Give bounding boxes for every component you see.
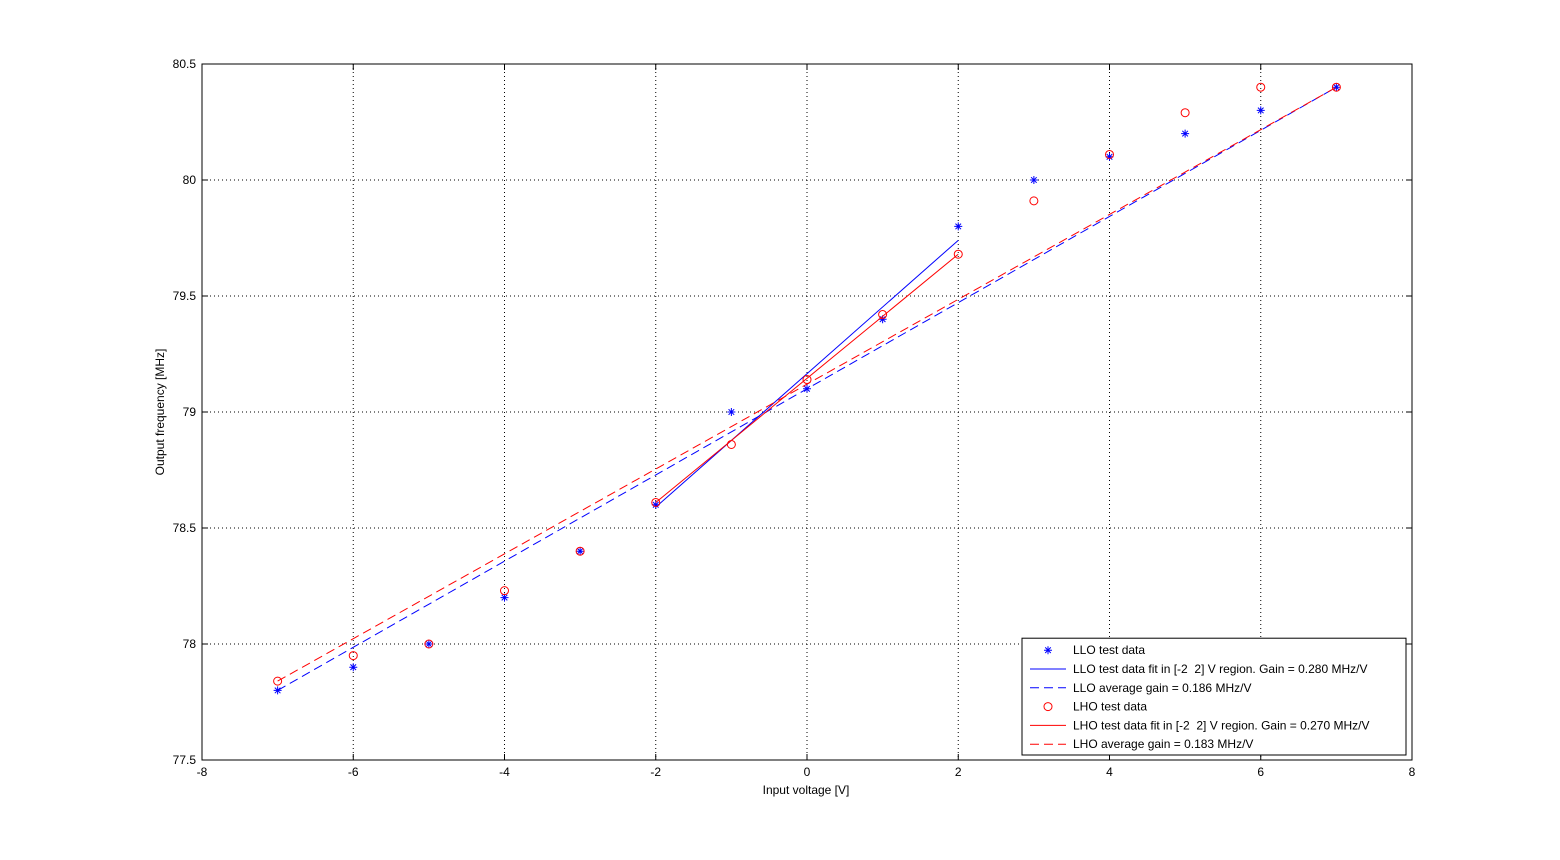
x-tick-label: -6 <box>348 765 359 779</box>
data-point <box>349 663 358 672</box>
y-tick-label: 78 <box>183 637 197 651</box>
data-point <box>1029 196 1039 206</box>
fit-line <box>277 86 1337 682</box>
data-point <box>1256 82 1266 92</box>
x-tick-label: -4 <box>499 765 510 779</box>
data-point <box>1331 82 1341 92</box>
y-tick-label: 77.5 <box>173 753 197 767</box>
x-axis-label: Input voltage [V] <box>763 783 850 797</box>
data-point <box>1105 152 1114 161</box>
legend-marker <box>1044 646 1052 655</box>
data-point <box>802 375 812 385</box>
y-tick-label: 80.5 <box>173 57 197 71</box>
y-tick-label: 78.5 <box>173 521 197 535</box>
fit-line <box>655 253 959 503</box>
legend-label: LLO average gain = 0.186 MHz/V <box>1073 681 1251 695</box>
fit-line <box>277 86 1337 691</box>
data-point <box>878 310 888 320</box>
data-point <box>651 500 660 509</box>
data-point <box>1180 108 1190 118</box>
data-point <box>1181 129 1190 138</box>
data-point <box>500 586 509 596</box>
legend-marker <box>1043 702 1053 712</box>
x-tick-label: 2 <box>955 765 962 779</box>
legend-label: LHO average gain = 0.183 MHz/V <box>1073 737 1253 751</box>
y-tick-label: 79.5 <box>173 289 197 303</box>
x-tick-label: -2 <box>650 765 661 779</box>
y-axis-label: Output frequency [MHz] <box>153 349 167 476</box>
data-point <box>651 497 661 507</box>
x-tick-label: 4 <box>1106 765 1113 779</box>
data-point <box>273 676 283 686</box>
data-point <box>878 315 887 324</box>
data-point <box>500 593 509 602</box>
data-point <box>576 547 585 556</box>
data-point <box>1256 106 1265 115</box>
data-point <box>575 546 585 556</box>
y-tick-label: 80 <box>183 173 197 187</box>
legend-label: LLO test data fit in [-2 2] V region. Ga… <box>1073 662 1368 676</box>
y-tick-label: 79 <box>183 405 197 419</box>
legend-label: LLO test data <box>1073 643 1145 657</box>
legend-label: LHO test data fit in [-2 2] V region. Ga… <box>1073 718 1369 732</box>
data-point <box>348 651 358 661</box>
x-tick-label: 0 <box>804 765 811 779</box>
data-point <box>424 640 433 648</box>
plot-frame <box>201 63 1413 761</box>
data-point <box>424 639 434 649</box>
data-point <box>1105 149 1114 159</box>
data-point <box>1029 176 1038 184</box>
legend: LLO test data LLO test data fit in [-2 2]… <box>1021 637 1407 756</box>
data-point <box>954 222 963 231</box>
x-tick-label: 6 <box>1257 765 1264 779</box>
legend-label: LHO test data <box>1073 700 1147 714</box>
data-point <box>953 249 963 259</box>
data-point <box>727 408 736 416</box>
x-tick-label: -8 <box>197 765 208 779</box>
legend-box <box>1021 637 1407 756</box>
fit-line <box>655 239 959 508</box>
x-tick-label: 8 <box>1409 765 1416 779</box>
data-point <box>1332 83 1341 92</box>
